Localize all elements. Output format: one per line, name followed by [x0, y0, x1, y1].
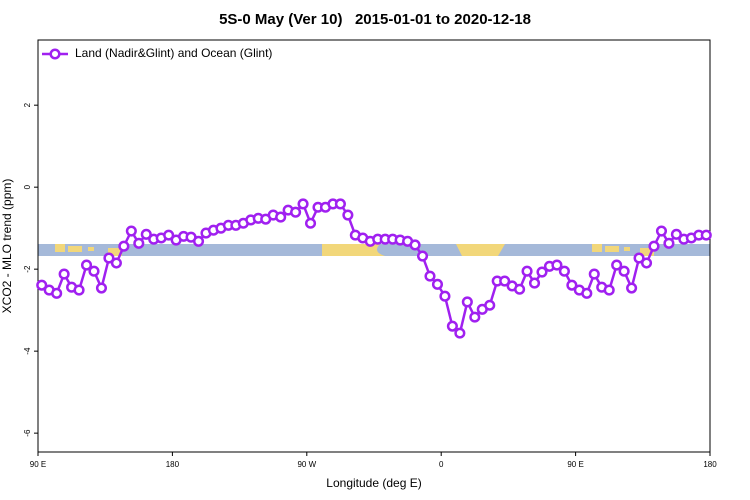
x-tick-label: 90 W — [297, 460, 316, 469]
data-point — [640, 257, 653, 269]
data-point — [110, 257, 122, 269]
data-point — [290, 206, 302, 218]
data-point — [626, 282, 638, 294]
plot-frame — [37, 39, 711, 453]
data-point — [655, 225, 668, 237]
data-point — [431, 278, 444, 290]
x-tick-label: 90 E — [30, 460, 46, 469]
data-point — [536, 266, 548, 278]
x-tick-label: 0 — [439, 460, 444, 469]
data-point — [484, 299, 496, 311]
data-point — [36, 279, 48, 291]
data-point — [80, 259, 93, 271]
data-point — [700, 229, 712, 241]
y-tick-label: 2 — [23, 102, 32, 107]
data-point — [670, 228, 682, 240]
data-point — [163, 229, 175, 241]
data-point — [633, 252, 645, 264]
y-tick-label: -4 — [23, 347, 32, 355]
data-point — [73, 284, 85, 296]
data-point — [133, 237, 145, 249]
data-point — [416, 250, 429, 262]
data-point — [103, 252, 115, 264]
data-point — [558, 265, 570, 277]
series-line — [41, 201, 707, 336]
x-tick-label: 180 — [703, 460, 717, 469]
data-point — [618, 265, 630, 277]
x-axis-label: Longitude (deg E) — [326, 476, 421, 490]
data-point — [297, 198, 309, 210]
data-point — [588, 268, 600, 280]
data-point — [424, 270, 436, 282]
data-point — [275, 211, 287, 223]
data-point — [118, 240, 130, 252]
data-point — [439, 290, 451, 302]
y-tick-label: -2 — [23, 265, 32, 273]
data-point — [334, 198, 346, 210]
data-point — [663, 237, 675, 249]
data-point — [125, 225, 137, 237]
data-point — [469, 311, 481, 323]
data-point — [409, 239, 421, 251]
data-point — [528, 277, 541, 289]
data-point — [581, 287, 593, 299]
chart-title: 5S-0 May (Ver 10) 2015-01-01 to 2020-12-… — [219, 11, 531, 28]
data-point — [95, 282, 108, 294]
y-axis-label: XCO2 - MLO trend (ppm) — [0, 179, 14, 314]
data-point — [192, 235, 205, 247]
data-point — [304, 217, 317, 229]
data-point — [648, 240, 660, 252]
x-tick-label: 90 E — [567, 460, 583, 469]
data-point — [514, 283, 526, 295]
data-point — [551, 259, 563, 271]
data-point — [603, 284, 615, 296]
data-point — [566, 279, 578, 291]
data-point — [88, 265, 100, 277]
data-point — [140, 228, 152, 240]
map-strip — [38, 244, 710, 256]
legend-label: Land (Nadir&Glint) and Ocean (Glint) — [75, 46, 272, 60]
data-point — [51, 287, 63, 299]
data-point — [446, 320, 458, 332]
data-point — [499, 275, 511, 287]
data-point — [454, 327, 466, 339]
data-point — [342, 209, 354, 221]
data-point — [461, 296, 473, 308]
legend-marker — [49, 48, 61, 60]
y-tick-label: 0 — [23, 184, 32, 189]
data-point — [611, 259, 623, 271]
data-point — [521, 265, 533, 277]
y-tick-label: -6 — [23, 429, 32, 437]
data-point — [58, 268, 70, 280]
x-tick-label: 180 — [166, 460, 180, 469]
